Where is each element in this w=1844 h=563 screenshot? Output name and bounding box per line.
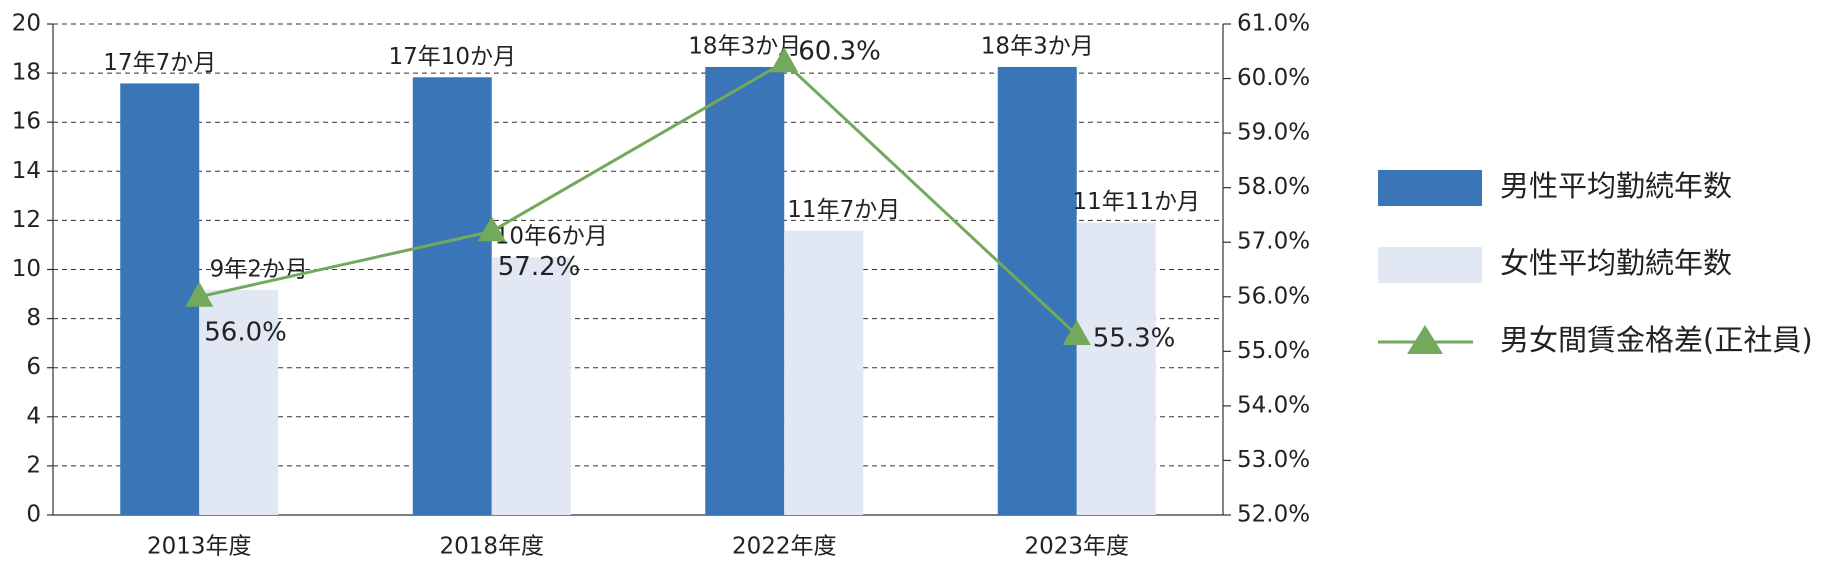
bar-value-label: 11年11か月 bbox=[1072, 189, 1200, 215]
y-tick-label: 0 bbox=[26, 502, 41, 528]
bar bbox=[412, 77, 492, 515]
line-marker bbox=[770, 47, 799, 73]
y2-tick-label: 55.0% bbox=[1237, 338, 1310, 364]
bar-value-label: 17年10か月 bbox=[388, 44, 516, 70]
y-tick-label: 6 bbox=[26, 354, 41, 380]
y-tick-label: 2 bbox=[26, 452, 41, 478]
line-marker bbox=[185, 281, 214, 307]
y2-tick-label: 53.0% bbox=[1237, 447, 1310, 473]
bar-value-label: 10年6か月 bbox=[495, 224, 608, 250]
bar-value-label: 17年7か月 bbox=[103, 50, 216, 76]
y2-tick-label: 60.0% bbox=[1237, 65, 1310, 91]
y2-tick-label: 57.0% bbox=[1237, 229, 1310, 255]
bar bbox=[997, 66, 1077, 516]
bar-value-label: 9年2か月 bbox=[210, 256, 308, 282]
x-tick-label: 2022年度 bbox=[732, 534, 837, 560]
y-tick-label: 4 bbox=[26, 403, 41, 429]
bar bbox=[784, 230, 864, 515]
bar bbox=[199, 289, 279, 515]
legend-swatch bbox=[1378, 170, 1482, 206]
y-tick-label: 14 bbox=[12, 158, 41, 184]
line-marker bbox=[477, 216, 506, 242]
bar-value-label: 11年7か月 bbox=[787, 197, 900, 223]
y2-tick-label: 52.0% bbox=[1237, 502, 1310, 528]
line-value-label: 55.3% bbox=[1093, 323, 1176, 353]
bar bbox=[705, 66, 785, 516]
legend-swatch bbox=[1378, 247, 1482, 283]
line-value-label: 57.2% bbox=[498, 252, 581, 282]
line-value-label: 60.3% bbox=[798, 37, 881, 67]
y-tick-label: 16 bbox=[12, 109, 41, 135]
y-tick-label: 10 bbox=[12, 256, 41, 282]
y-tick-label: 18 bbox=[12, 60, 41, 86]
x-tick-label: 2018年度 bbox=[439, 534, 544, 560]
line-marker bbox=[1062, 319, 1091, 345]
y-tick-label: 12 bbox=[12, 207, 41, 233]
legend-label: 男性平均勤続年数 bbox=[1500, 169, 1732, 203]
y2-tick-label: 59.0% bbox=[1237, 120, 1310, 146]
x-tick-label: 2023年度 bbox=[1024, 534, 1129, 560]
y2-tick-label: 56.0% bbox=[1237, 283, 1310, 309]
legend-marker bbox=[1407, 325, 1443, 354]
x-tick-label: 2013年度 bbox=[147, 534, 252, 560]
legend-label: 男女間賃金格差(正社員) bbox=[1500, 323, 1813, 357]
bar bbox=[1076, 222, 1156, 515]
bar bbox=[491, 257, 571, 515]
legend-label: 女性平均勤続年数 bbox=[1500, 246, 1732, 280]
y2-tick-label: 61.0% bbox=[1237, 11, 1310, 37]
y-tick-label: 20 bbox=[12, 11, 41, 37]
line-value-label: 56.0% bbox=[204, 317, 287, 347]
y-tick-label: 8 bbox=[26, 305, 41, 331]
bar-value-label: 18年3か月 bbox=[981, 33, 1094, 59]
line bbox=[198, 60, 1078, 337]
y2-tick-label: 58.0% bbox=[1237, 174, 1310, 200]
bar bbox=[120, 83, 200, 515]
y2-tick-label: 54.0% bbox=[1237, 392, 1310, 418]
